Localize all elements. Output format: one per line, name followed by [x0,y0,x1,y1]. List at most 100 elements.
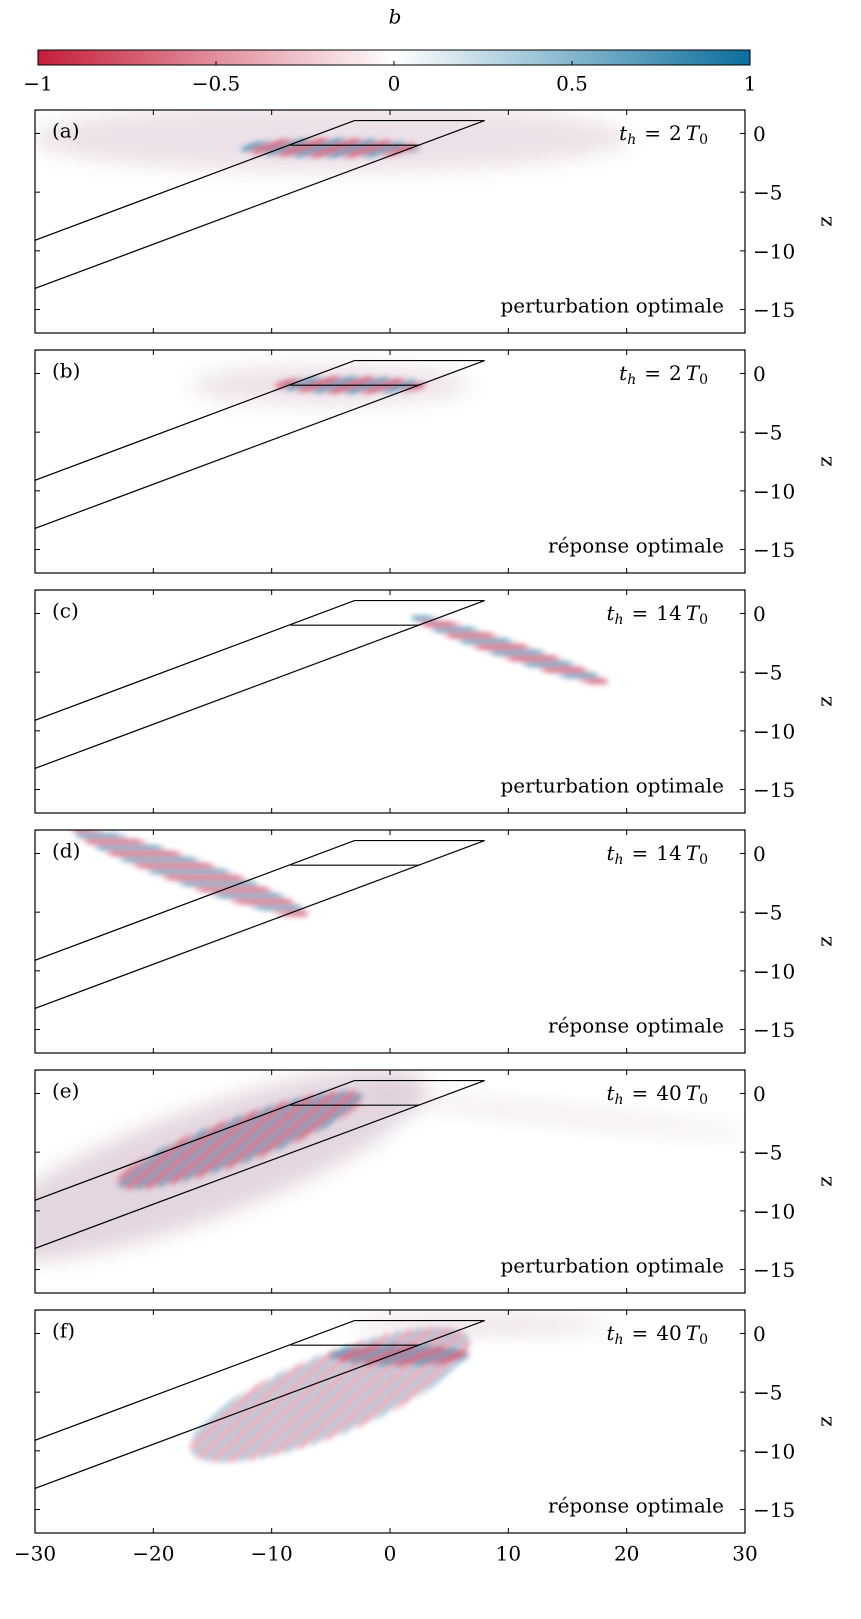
time-unit: T [686,361,701,385]
time-var-sub: h [614,1332,623,1348]
y-tick-label: −10 [753,1199,795,1223]
y-tick-label: 0 [753,362,766,386]
wave-packet [410,614,610,686]
panel-caption: réponse optimale [548,1014,724,1038]
x-tick-label: 30 [732,1542,757,1566]
domain-outline [35,839,485,1009]
field [35,359,485,529]
x-tick-label: −30 [14,1542,56,1566]
panel-label: (c) [52,599,79,623]
y-tick-label: −15 [753,298,795,322]
time-rel: = [632,841,649,865]
time-value: 40 [656,1081,681,1105]
wave-packet [240,139,420,157]
y-axis-label: z [813,216,837,227]
field [35,1070,745,1263]
panel-caption: perturbation optimale [500,774,724,798]
x-tick-label: 0 [384,1542,397,1566]
time-unit-sub: 0 [699,132,708,148]
wave-packet [350,1315,610,1335]
colorbar-tick-label: −0.5 [192,72,241,96]
time-unit-sub: 0 [699,372,708,388]
y-tick-label: −5 [753,181,782,205]
domain-outline [35,1079,485,1249]
wave-packet [117,1090,363,1190]
time-label: th = 2 T0 [619,361,708,389]
time-var-sub: h [627,132,636,148]
domain-outline [35,599,485,769]
panel-label: (f) [52,1319,75,1343]
colorbar-tick-label: −1 [23,72,52,96]
time-label: th = 40 T0 [606,1081,708,1109]
y-tick-label: 0 [753,122,766,146]
field [35,110,630,289]
time-var-sub: h [614,852,623,868]
time-var: t [619,361,628,385]
time-rel: = [632,1081,649,1105]
x-tick-label: −20 [132,1542,174,1566]
wave-packet [361,1091,745,1139]
y-axis-label: z [813,696,837,707]
time-unit: T [686,841,701,865]
domain-outline [35,1319,485,1489]
time-rel: = [632,1321,649,1345]
y-tick-label: 0 [753,602,766,626]
y-axis-label: z [813,1416,837,1427]
x-tick-label: 20 [614,1542,639,1566]
colorbar-label: b [389,5,402,29]
y-tick-label: 0 [753,1082,766,1106]
field [35,830,485,1009]
y-tick-label: −5 [753,421,782,445]
time-unit: T [686,1081,701,1105]
time-unit: T [686,1321,701,1345]
colorbar-tick-label: 1 [744,72,757,96]
x-tick-label: 10 [496,1542,521,1566]
time-unit-sub: 0 [699,852,708,868]
y-tick-label: −10 [753,239,795,263]
domain-outline [35,119,485,289]
time-label: th = 14 T0 [606,601,708,629]
panel-caption: perturbation optimale [500,1254,724,1278]
time-value: 40 [656,1321,681,1345]
y-axis-label: z [813,456,837,467]
time-unit-sub: 0 [699,1092,708,1108]
colorbar-tick-label: 0.5 [556,72,588,96]
panel-label: (a) [52,119,80,143]
y-axis-label: z [813,936,837,947]
field [35,599,610,769]
panel-caption: réponse optimale [548,1494,724,1518]
y-tick-label: −5 [753,661,782,685]
time-value: 2 [669,121,682,145]
time-label: th = 14 T0 [606,841,708,869]
y-tick-label: −10 [753,719,795,743]
x-tick-label: −10 [251,1542,293,1566]
y-tick-label: −10 [753,479,795,503]
field [35,1315,610,1489]
time-unit-sub: 0 [699,612,708,628]
panel-label: (d) [52,839,80,863]
wave-packet [35,110,630,172]
y-tick-label: −15 [753,1258,795,1282]
time-unit: T [686,601,701,625]
panel-label: (b) [52,359,80,383]
time-value: 2 [669,361,682,385]
y-tick-label: −5 [753,1381,782,1405]
panel-caption: perturbation optimale [500,294,724,318]
panel-label: (e) [52,1079,79,1103]
domain-outline [35,359,485,529]
time-var-sub: h [614,612,623,628]
time-unit: T [686,121,701,145]
y-tick-label: −15 [753,538,795,562]
time-var: t [606,1081,615,1105]
wave-packet [330,1345,470,1365]
y-tick-label: −10 [753,1439,795,1463]
time-var: t [606,1321,615,1345]
y-tick-label: −15 [753,1018,795,1042]
time-value: 14 [656,601,681,625]
y-axis-label: z [813,1176,837,1187]
time-label: th = 40 T0 [606,1321,708,1349]
time-rel: = [644,121,661,145]
panel-caption: réponse optimale [548,534,724,558]
time-unit-sub: 0 [699,1332,708,1348]
